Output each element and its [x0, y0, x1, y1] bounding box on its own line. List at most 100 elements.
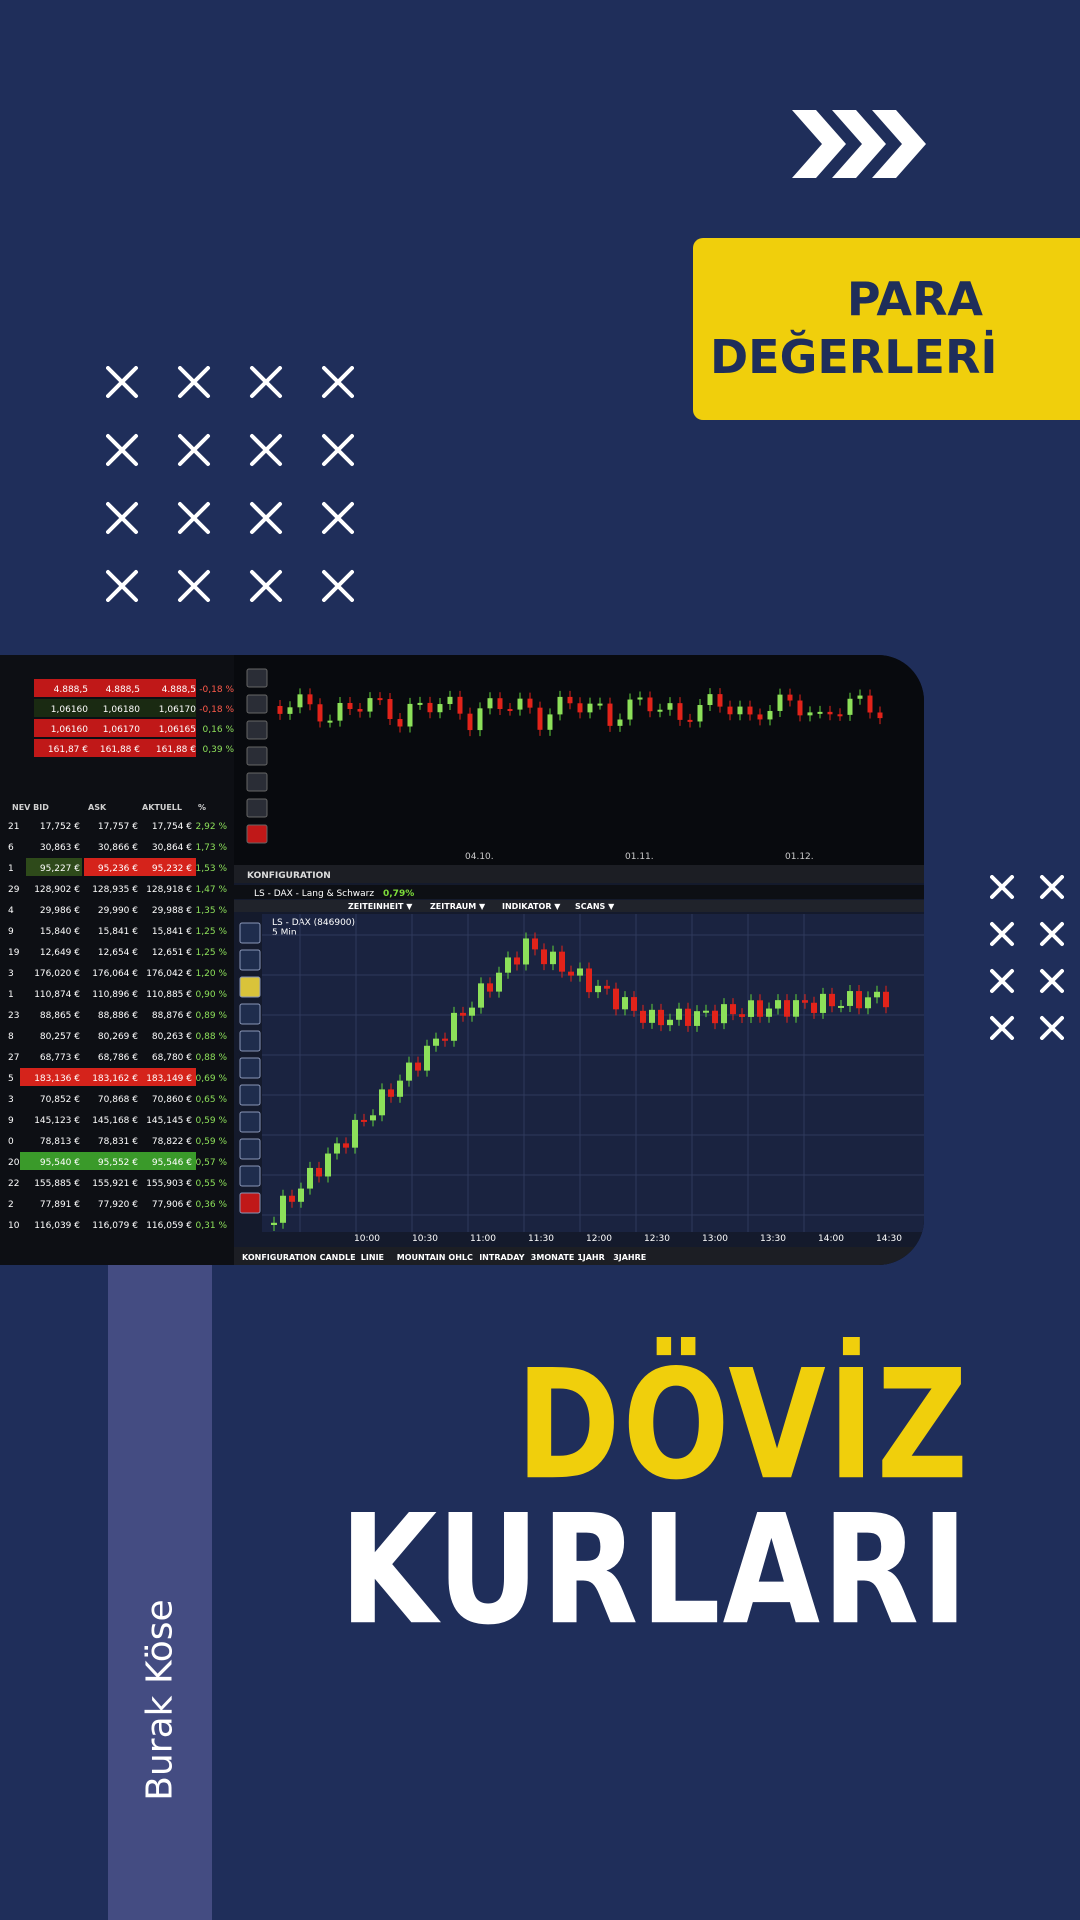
table-cell: 29: [8, 885, 20, 895]
table-cell: 12,654 €: [98, 948, 138, 958]
triple-chevron-right-icon: [790, 108, 930, 180]
chart-tool-icon: [246, 668, 268, 688]
chart-tool-icon: [246, 746, 268, 766]
cross-icon: [106, 434, 138, 466]
time-axis-label: 14:30: [876, 1234, 902, 1244]
window-change: 0,79%: [383, 889, 414, 899]
table-row: 2 77,891 € 77,920 € 77,906 € 0,36 %: [8, 1200, 227, 1210]
table-cell: 17,757 €: [98, 822, 138, 832]
table-cell: 30,863 €: [40, 843, 80, 853]
table-cell: 145,145 €: [146, 1116, 192, 1126]
table-cell: 88,876 €: [152, 1011, 192, 1021]
table-cell: 1,53 %: [196, 864, 228, 874]
table-cell: 77,920 €: [98, 1200, 138, 1210]
table-row: 19 12,649 € 12,654 € 12,651 € 1,25 %: [8, 948, 227, 958]
chart-tool-icon: [246, 772, 268, 792]
cross-icon: [990, 875, 1014, 899]
top-chart-date-label: 01.11.: [625, 852, 654, 862]
table-cell: 1,06180: [103, 705, 140, 715]
menu-scans: SCANS ▼: [575, 902, 615, 911]
table-cell: 27: [8, 1053, 19, 1063]
author-name: Burak Köse: [139, 1599, 181, 1801]
bottom-tab-label: INTRADAY: [479, 1253, 525, 1262]
table-row: 20 95,540 € 95,552 € 95,546 € 0,57 %: [8, 1152, 227, 1170]
cross-icon: [250, 366, 282, 398]
table-cell: 9: [8, 1116, 14, 1126]
table-cell: 1,20 %: [196, 969, 228, 979]
table-cell: 1,06160: [51, 725, 88, 735]
table-cell: 68,780 €: [152, 1053, 192, 1063]
table-row: 8 80,257 € 80,269 € 80,263 € 0,88 %: [8, 1032, 227, 1042]
table-cell: 2: [8, 1200, 14, 1210]
time-axis-label: 12:30: [644, 1234, 670, 1244]
badge-line-2: DEĞERLERİ: [710, 330, 998, 384]
table-cell: 77,891 €: [40, 1200, 80, 1210]
badge-line-1: PARA: [846, 272, 983, 326]
table-row: 5 183,136 € 183,162 € 183,149 € 0,69 %: [8, 1068, 227, 1086]
table-cell: 12,649 €: [40, 948, 80, 958]
table-cell: 30,864 €: [152, 843, 192, 853]
chart-tool-icon: [246, 798, 268, 818]
table-cell: 128,902 €: [34, 885, 80, 895]
table-cell: 1,06170: [159, 705, 196, 715]
table-cell: 29,988 €: [152, 906, 192, 916]
table-row: 6 30,863 € 30,866 € 30,864 € 1,73 %: [8, 843, 227, 853]
table-cell: 161,87 €: [48, 745, 88, 755]
table-row: 23 88,865 € 88,886 € 88,876 € 0,89 %: [8, 1011, 227, 1021]
bottom-tab-label: CANDLE: [320, 1253, 356, 1262]
chart-interval: 5 Min: [272, 928, 297, 938]
table-cell: 8: [8, 1032, 14, 1042]
cross-icon: [178, 502, 210, 534]
cross-icon: [250, 570, 282, 602]
table-cell: 10: [8, 1221, 20, 1231]
chart-tool-icon: [246, 720, 268, 740]
table-cell: 29,990 €: [98, 906, 138, 916]
time-axis-label: 14:00: [818, 1234, 844, 1244]
bottom-tab-label: LINIE: [361, 1253, 384, 1262]
chart-tool-icon: [239, 976, 261, 998]
menu-zeitraum: ZEITRAUM ▼: [430, 902, 486, 911]
chart-tool-icon: [239, 1111, 261, 1133]
cross-icon: [106, 570, 138, 602]
bottom-tab-label: MOUNTAIN: [397, 1253, 446, 1262]
table-cell: 1,25 %: [196, 927, 228, 937]
table-cell: 183,162 €: [92, 1074, 138, 1084]
table-cell: 161,88 €: [100, 745, 140, 755]
cross-pattern-left: [106, 366, 354, 602]
config-label-top: KONFIGURATION: [247, 871, 331, 881]
window-title: LS - DAX - Lang & Schwarz: [254, 889, 374, 899]
chart-tool-icon: [239, 1138, 261, 1160]
table-cell: 77,906 €: [152, 1200, 192, 1210]
table-header: ASK: [88, 803, 107, 812]
table-header: NEV BID: [12, 803, 49, 812]
table-cell: 0,16 %: [203, 725, 235, 735]
table-cell: 1,06165: [159, 725, 196, 735]
table-cell: 20: [8, 1158, 20, 1168]
table-cell: 0,69 %: [196, 1074, 228, 1084]
table-cell: -0,18 %: [199, 705, 234, 715]
table-cell: 88,865 €: [40, 1011, 80, 1021]
cross-icon: [178, 366, 210, 398]
top-chart-date-label: 01.12.: [785, 852, 814, 862]
table-cell: 15,841 €: [98, 927, 138, 937]
table-cell: 110,874 €: [34, 990, 80, 1000]
table-cell: 1,35 %: [196, 906, 228, 916]
table-cell: 70,860 €: [152, 1095, 192, 1105]
table-cell: 0,88 %: [196, 1053, 228, 1063]
table-cell: 155,921 €: [92, 1179, 138, 1189]
table-cell: 0,57 %: [196, 1158, 228, 1168]
chart-tool-icon: [239, 949, 261, 971]
table-cell: 155,903 €: [146, 1179, 192, 1189]
table-row: 3 70,852 € 70,868 € 70,860 € 0,65 %: [8, 1095, 227, 1105]
cross-icon: [178, 434, 210, 466]
chart-tool-icon: [246, 824, 268, 844]
table-cell: 128,918 €: [146, 885, 192, 895]
table-cell: 80,269 €: [98, 1032, 138, 1042]
table-cell: 22: [8, 1179, 19, 1189]
table-cell: 0,90 %: [196, 990, 228, 1000]
table-cell: 145,168 €: [92, 1116, 138, 1126]
table-cell: 155,885 €: [34, 1179, 80, 1189]
table-cell: 1,06170: [103, 725, 140, 735]
table-cell: 3: [8, 969, 14, 979]
table-cell: 0,65 %: [196, 1095, 228, 1105]
